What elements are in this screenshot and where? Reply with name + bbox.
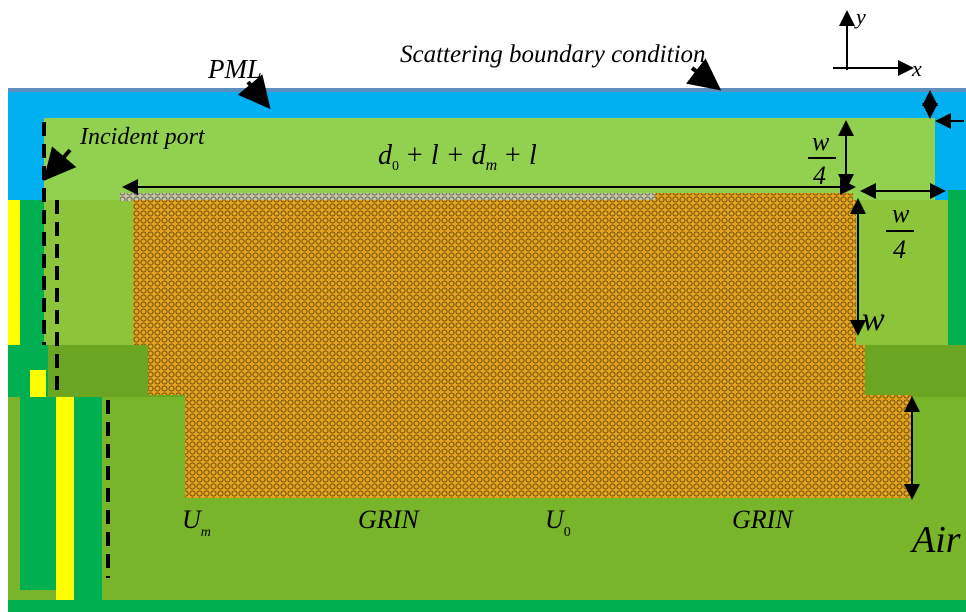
- y-axis-label: y: [854, 4, 866, 29]
- port-lines: [42, 122, 110, 578]
- text-part: 0: [564, 525, 571, 540]
- text-part: + l + d: [405, 140, 487, 171]
- air-label: Air: [909, 519, 961, 561]
- region-label: GRIN: [358, 505, 420, 534]
- region-label: GRIN: [732, 505, 794, 534]
- region-label: Um: [182, 505, 211, 540]
- pml-label: PML: [207, 54, 262, 84]
- fraction-denominator: 4: [893, 235, 906, 264]
- length-formula: d0 + l + dm + l: [378, 140, 537, 174]
- text-part: 0: [392, 159, 399, 174]
- text-part: U: [182, 505, 203, 534]
- boundary-label: Scattering boundary condition: [400, 41, 706, 68]
- text-part: m: [201, 525, 211, 540]
- fraction-numerator: w: [812, 127, 830, 156]
- fraction-numerator: w: [892, 199, 910, 228]
- port-label: Incident port: [79, 124, 206, 150]
- grin-lattice: [120, 193, 912, 498]
- dimension-arrows: [43, 10, 964, 500]
- width-label: w: [862, 301, 885, 338]
- fraction-denominator: 4: [813, 161, 826, 190]
- text-part: d: [378, 140, 393, 171]
- text-part: + l: [503, 140, 537, 171]
- x-axis-label: x: [911, 56, 922, 81]
- region-label: U0: [545, 505, 571, 540]
- text-part: U: [545, 505, 566, 534]
- text-part: m: [486, 157, 498, 174]
